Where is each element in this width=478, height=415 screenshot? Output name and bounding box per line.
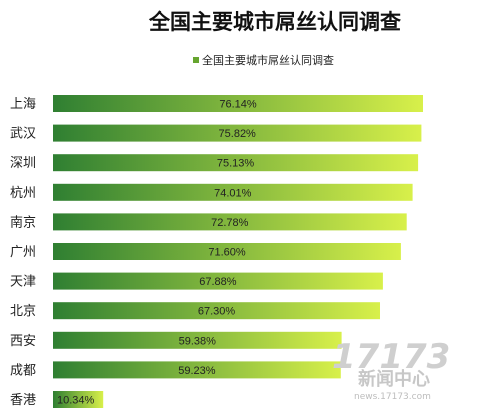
- value-label: 75.82%: [219, 128, 257, 140]
- watermark-text: 新闻中心: [358, 368, 430, 390]
- value-label: 59.23%: [178, 365, 216, 377]
- bar: [53, 154, 419, 172]
- value-label: 75.13%: [217, 158, 255, 170]
- value-label: 10.34%: [57, 395, 95, 407]
- bar: [53, 213, 407, 231]
- bar: [53, 331, 342, 349]
- bar: [53, 183, 413, 201]
- bar: [53, 272, 383, 290]
- category-label: 广州: [10, 245, 36, 260]
- value-label: 59.38%: [179, 335, 217, 347]
- bar: [53, 95, 423, 112]
- category-label: 深圳: [10, 156, 36, 171]
- watermark-number: 17173: [332, 337, 450, 377]
- value-label: 74.01%: [214, 187, 252, 199]
- category-label: 北京: [10, 304, 36, 319]
- value-label: 71.60%: [208, 247, 246, 259]
- category-label: 成都: [10, 363, 36, 378]
- category-label: 南京: [10, 214, 36, 230]
- watermark-url: news.17173.com: [354, 392, 431, 402]
- category-label: 杭州: [10, 186, 36, 201]
- legend-label: 全国主要城市屌丝认同调查: [202, 53, 334, 67]
- bar: [53, 243, 401, 260]
- category-label: 西安: [10, 334, 36, 349]
- category-label: 香港: [10, 393, 36, 408]
- bar: [53, 391, 104, 408]
- value-label: 67.30%: [198, 306, 236, 318]
- bar: [53, 302, 380, 320]
- bar: [53, 361, 341, 379]
- legend: 全国主要城市屌丝认同调查: [193, 53, 334, 67]
- value-label: 67.88%: [199, 276, 237, 288]
- category-label: 武汉: [10, 127, 36, 142]
- category-label: 天津: [10, 275, 36, 290]
- value-label: 76.14%: [219, 99, 257, 111]
- chart-title: 全国主要城市屌丝认同调查: [148, 10, 401, 34]
- category-label: 上海: [10, 97, 36, 112]
- legend-marker: [193, 57, 199, 63]
- bar-group: 上海 76.14% 武汉 75.82% 深圳 75.13% 杭州 74.01% 南京 72.78%…: [10, 95, 423, 408]
- watermark: 17173 新闻中心 news.17173.com: [332, 337, 450, 402]
- value-label: 72.78%: [211, 217, 249, 229]
- bar: [53, 124, 422, 142]
